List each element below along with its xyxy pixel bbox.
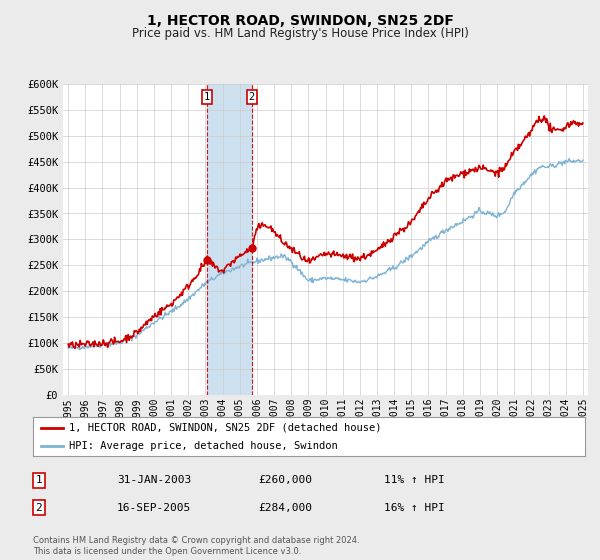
Text: 2: 2 (249, 92, 255, 102)
Text: 11% ↑ HPI: 11% ↑ HPI (384, 475, 445, 486)
Text: Contains HM Land Registry data © Crown copyright and database right 2024.: Contains HM Land Registry data © Crown c… (33, 536, 359, 545)
Text: 1: 1 (204, 92, 210, 102)
Text: 1: 1 (35, 475, 43, 486)
Text: 16% ↑ HPI: 16% ↑ HPI (384, 503, 445, 513)
Text: 1, HECTOR ROAD, SWINDON, SN25 2DF (detached house): 1, HECTOR ROAD, SWINDON, SN25 2DF (detac… (69, 423, 382, 433)
Bar (207, 84, 252, 395)
Text: 1, HECTOR ROAD, SWINDON, SN25 2DF: 1, HECTOR ROAD, SWINDON, SN25 2DF (146, 14, 454, 28)
Text: £260,000: £260,000 (258, 475, 312, 486)
Text: 31-JAN-2003: 31-JAN-2003 (117, 475, 191, 486)
Text: 16-SEP-2005: 16-SEP-2005 (117, 503, 191, 513)
Text: This data is licensed under the Open Government Licence v3.0.: This data is licensed under the Open Gov… (33, 547, 301, 556)
Text: 2: 2 (35, 503, 43, 513)
Text: £284,000: £284,000 (258, 503, 312, 513)
Text: HPI: Average price, detached house, Swindon: HPI: Average price, detached house, Swin… (69, 441, 338, 451)
Text: Price paid vs. HM Land Registry's House Price Index (HPI): Price paid vs. HM Land Registry's House … (131, 27, 469, 40)
